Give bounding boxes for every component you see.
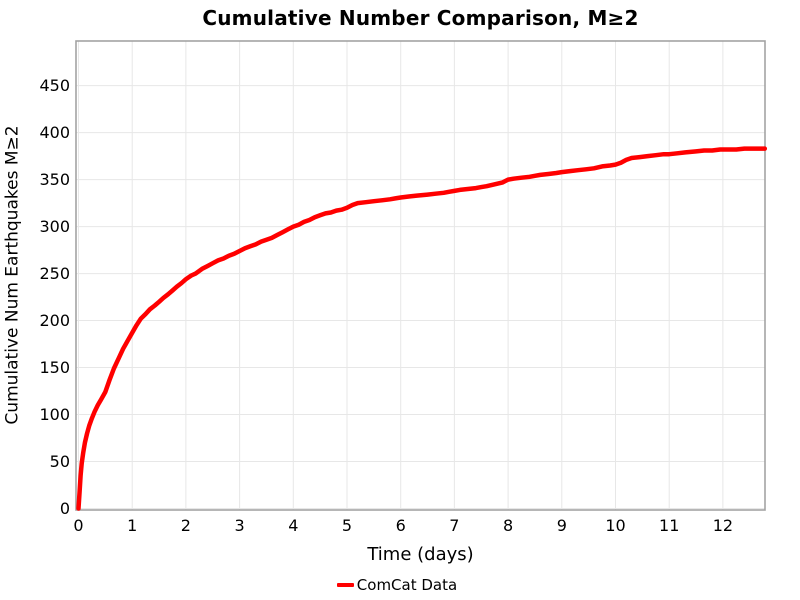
y-tick-label: 300: [39, 217, 70, 236]
y-tick-label: 50: [50, 452, 70, 471]
x-tick-label: 9: [557, 516, 567, 535]
x-tick-label: 6: [396, 516, 406, 535]
x-tick-label: 3: [235, 516, 245, 535]
x-axis-label: Time (days): [367, 543, 474, 565]
x-tick-label: 1: [127, 516, 137, 535]
y-tick-label: 450: [39, 76, 70, 95]
x-tick-label: 4: [288, 516, 298, 535]
x-tick-label: 7: [449, 516, 459, 535]
y-tick-label: 200: [39, 311, 70, 330]
legend: ComCat Data: [0, 574, 794, 596]
y-tick-label: 0: [60, 499, 70, 518]
y-tick-label: 350: [39, 170, 70, 189]
x-tick-label: 8: [503, 516, 513, 535]
y-tick-label: 100: [39, 405, 70, 424]
y-tick-label: 400: [39, 123, 70, 142]
x-tick-label: 11: [659, 516, 679, 535]
y-axis-label-text: Cumulative Num Earthquakes M≥2: [3, 125, 23, 425]
chart-title: Cumulative Number Comparison, M≥2: [202, 6, 639, 30]
data-line-comcat: [76, 146, 768, 511]
panel-border: [75, 40, 766, 511]
x-tick-label: 2: [181, 516, 191, 535]
x-tick-label: 12: [713, 516, 733, 535]
x-tick-label: 10: [605, 516, 625, 535]
x-tick-label: 0: [73, 516, 83, 535]
y-tick-label: 150: [39, 358, 70, 377]
legend-line-swatch: [336, 583, 354, 587]
x-tick-label: 5: [342, 516, 352, 535]
y-tick-label: 250: [39, 264, 70, 283]
legend-item-label: ComCat Data: [356, 576, 458, 594]
